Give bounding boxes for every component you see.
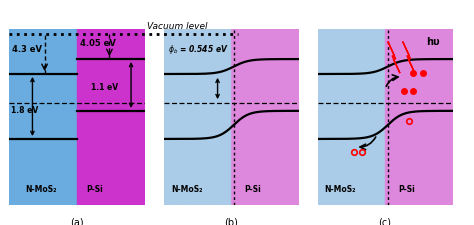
Text: (c): (c) bbox=[379, 218, 392, 225]
Text: P-Si: P-Si bbox=[86, 185, 103, 194]
Text: 4.05 eV: 4.05 eV bbox=[80, 39, 116, 48]
Text: hυ: hυ bbox=[426, 37, 439, 47]
Text: $\phi_b$ = 0.545 eV: $\phi_b$ = 0.545 eV bbox=[168, 43, 228, 56]
Bar bbox=[9, 29, 77, 205]
Text: (b): (b) bbox=[224, 218, 238, 225]
Text: 1.8 eV: 1.8 eV bbox=[11, 106, 38, 115]
Text: 1.1 eV: 1.1 eV bbox=[91, 83, 118, 92]
Text: P-Si: P-Si bbox=[245, 185, 261, 194]
Bar bbox=[77, 29, 145, 205]
Bar bbox=[164, 29, 231, 205]
Text: 4.3 eV: 4.3 eV bbox=[12, 45, 42, 54]
Text: N-MoS₂: N-MoS₂ bbox=[172, 185, 203, 194]
Text: (a): (a) bbox=[70, 218, 84, 225]
Text: N-MoS₂: N-MoS₂ bbox=[26, 185, 57, 194]
Bar bbox=[231, 29, 299, 205]
Text: P-Si: P-Si bbox=[399, 185, 415, 194]
Polygon shape bbox=[388, 42, 400, 73]
Polygon shape bbox=[403, 42, 415, 73]
Text: Vacuum level: Vacuum level bbox=[147, 22, 208, 32]
Text: N-MoS₂: N-MoS₂ bbox=[324, 185, 356, 194]
Bar bbox=[385, 29, 453, 205]
Bar bbox=[318, 29, 385, 205]
